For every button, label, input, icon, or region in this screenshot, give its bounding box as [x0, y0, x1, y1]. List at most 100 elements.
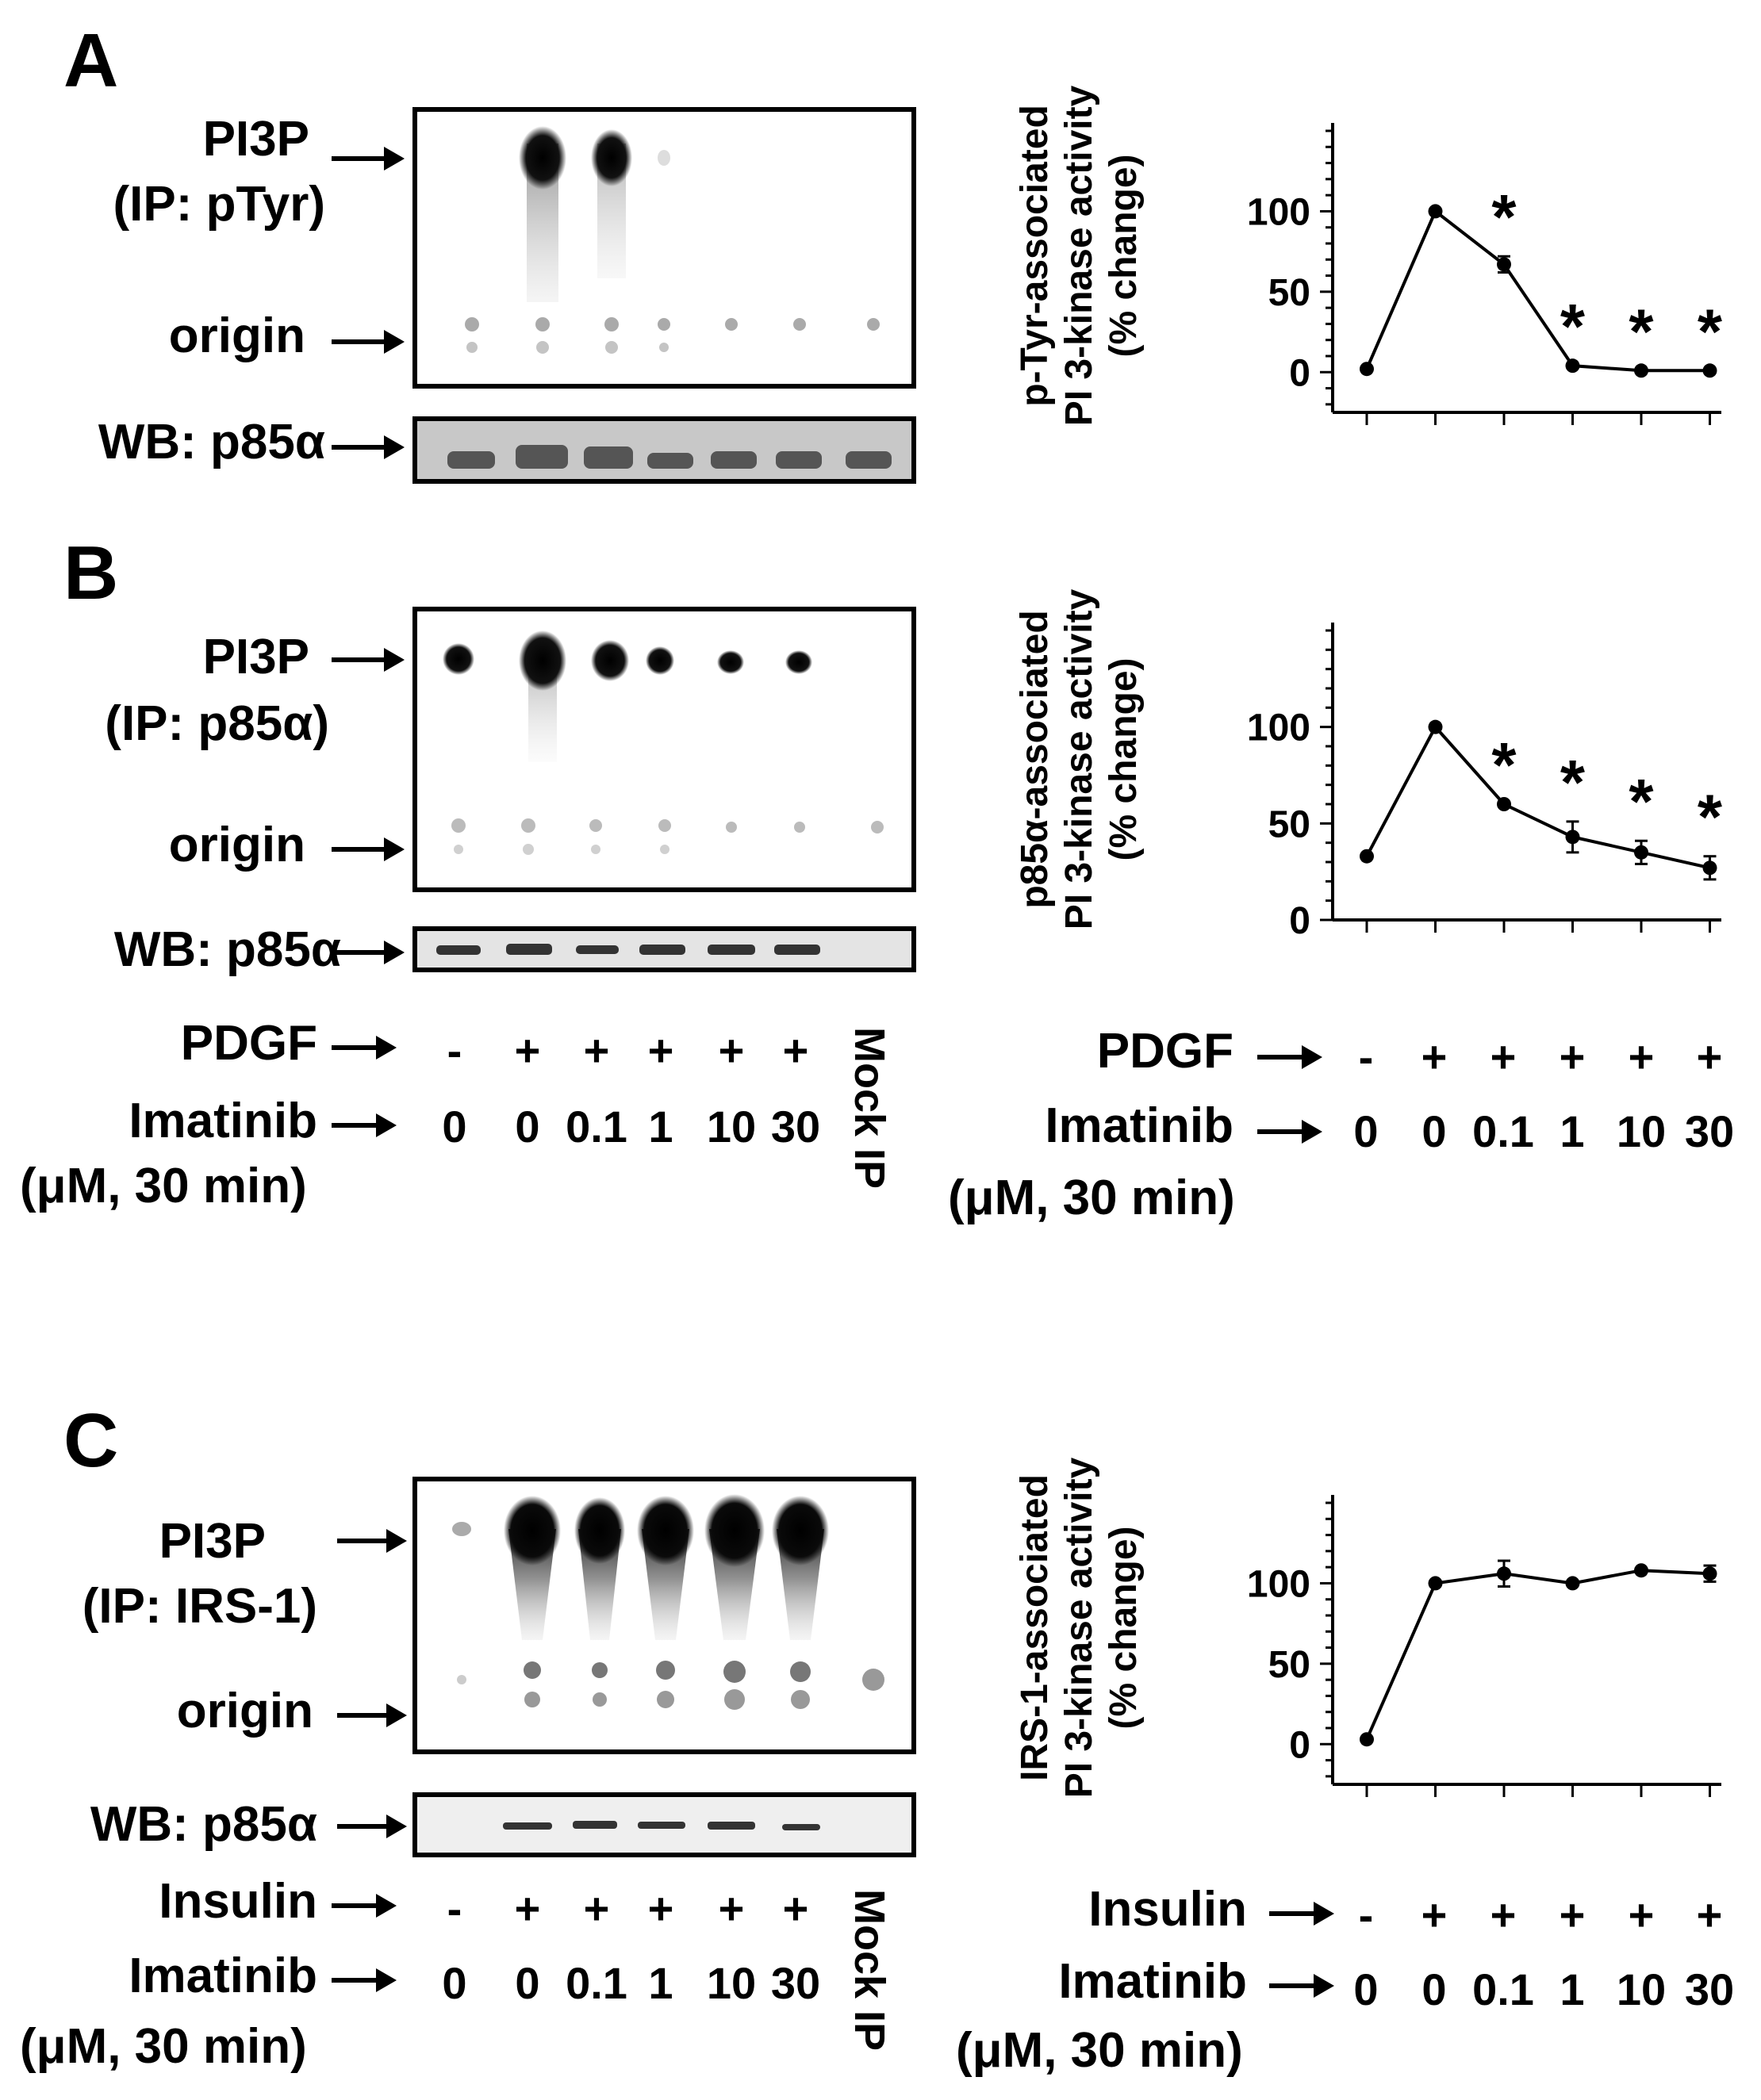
tlc-blot-b: [412, 607, 916, 892]
chart-c: IRS-1-associated PI 3-kinase activity (% c…: [1015, 1457, 1721, 1798]
blot-c-stim-sign-2: +: [583, 1883, 610, 1933]
chart-b: p85α-associated PI 3-kinase activity (% ch…: [1015, 588, 1723, 942]
panel-letter-b: B: [63, 531, 119, 615]
chart-b-dose-1: 0: [1421, 1106, 1447, 1156]
chart-c-ytick-label-100: 100: [1247, 1563, 1310, 1605]
pi3p-arrow-c: [337, 1529, 407, 1553]
chart-a-point-0: [1360, 362, 1374, 377]
imatinib-arrow-b-chart: [1257, 1120, 1322, 1144]
pdgf-label-b-chart: PDGF: [1096, 1024, 1233, 1079]
chart-b-stim-sign-2: +: [1490, 1032, 1517, 1082]
tlc-blot-a-image: [465, 126, 880, 354]
wb-label-a: WB: p85α: [98, 415, 325, 469]
chart-c-stim-sign-4: +: [1628, 1890, 1655, 1940]
chart-a-point-2: [1497, 257, 1511, 272]
chart-a: p-Tyr-associated PI 3-kinase activity (% c…: [1015, 85, 1723, 426]
unit-label-b-chart: (μM, 30 min): [948, 1171, 1235, 1225]
pi3p-label-c: PI3P: [159, 1514, 266, 1569]
chart-b-ylabel-3: (% change): [1103, 657, 1145, 860]
imatinib-label-b-blot: Imatinib: [129, 1094, 317, 1148]
insulin-arrow-c-blot: [332, 1894, 397, 1918]
ip-label-b: (IP: p85α): [105, 696, 329, 751]
blot-b-dose-4: 10: [706, 1102, 757, 1152]
chart-b-stim-sign-5: +: [1696, 1032, 1723, 1082]
chart-a-ylabel-1: p-Tyr-associated: [1015, 105, 1056, 407]
blot-b-dose-5: 30: [770, 1102, 821, 1152]
chart-b-ytick-label-0: 0: [1289, 900, 1310, 942]
chart-c-stim-sign-2: +: [1490, 1890, 1517, 1940]
blot-c-stim-sign-4: +: [718, 1883, 745, 1933]
chart-c-dose-0: 0: [1353, 1964, 1379, 2014]
pdgf-arrow-b-chart: [1257, 1045, 1322, 1069]
blot-c-dose-3: 1: [648, 1958, 673, 2008]
blot-b-stim-sign-0: -: [447, 1025, 462, 1075]
insulin-label-c-chart: Insulin: [1088, 1882, 1247, 1937]
origin-label-c: origin: [176, 1684, 313, 1738]
imatinib-label-c-chart: Imatinib: [1058, 1954, 1247, 2009]
wb-label-b: WB: p85α: [113, 922, 341, 977]
chart-b-series-line: [1365, 724, 1710, 870]
chart-c-point-0: [1360, 1732, 1374, 1747]
chart-c-ylabel-3: (% change): [1103, 1526, 1145, 1729]
chart-c-point-3: [1565, 1576, 1580, 1591]
chart-a-ytick-label-50: 50: [1268, 272, 1310, 314]
blot-c-stim-sign-3: +: [647, 1883, 674, 1933]
chart-b-dose-3: 1: [1560, 1106, 1585, 1156]
chart-b-significance-2: *: [1491, 730, 1517, 800]
chart-b-point-2: [1497, 797, 1511, 811]
blot-b-stim-sign-1: +: [514, 1025, 541, 1075]
chart-c-point-5: [1702, 1566, 1717, 1581]
origin-arrow-b: [332, 837, 405, 861]
chart-c-point-4: [1634, 1563, 1648, 1578]
pdgf-arrow-b-blot: [332, 1036, 397, 1060]
ip-label-a: (IP: pTyr): [113, 177, 326, 232]
wb-label-c: WB: p85α: [90, 1797, 317, 1852]
chart-b-point-3: [1565, 830, 1580, 845]
chart-b-stim-sign-1: +: [1421, 1032, 1448, 1082]
chart-c-dose-2: 0.1: [1472, 1964, 1534, 2014]
panel-letter-a: A: [63, 18, 119, 103]
origin-label-a: origin: [168, 308, 305, 363]
tlc-blot-c-image: [452, 1494, 884, 1710]
chart-c-point-2: [1497, 1566, 1511, 1581]
blot-c-dose-1: 0: [515, 1958, 540, 2008]
chart-b-ytick-label-100: 100: [1247, 707, 1310, 749]
chart-a-ytick-label-0: 0: [1289, 352, 1310, 394]
blot-b-dose-0: 0: [442, 1102, 467, 1152]
western-blot-c-bands: [503, 1821, 820, 1830]
unit-label-c-blot: (μM, 30 min): [20, 2019, 307, 2074]
chart-b-dose-4: 10: [1616, 1106, 1667, 1156]
chart-c-ylabel-1: IRS-1-associated: [1015, 1474, 1056, 1781]
blot-c-stim-sign-5: +: [782, 1883, 809, 1933]
chart-c-ytick-label-50: 50: [1268, 1644, 1310, 1686]
blot-c-dose-2: 0.1: [566, 1958, 627, 2008]
chart-b-stim-sign-0: -: [1358, 1032, 1374, 1082]
wb-arrow-b: [332, 941, 405, 964]
chart-c-dose-3: 1: [1560, 1964, 1585, 2014]
chart-a-point-3: [1565, 358, 1580, 374]
chart-c-dose-1: 0: [1421, 1964, 1447, 2014]
blot-c-stim-sign-0: -: [447, 1883, 462, 1933]
imatinib-arrow-c-blot: [332, 1968, 397, 1992]
blot-b-stim-sign-2: +: [583, 1025, 610, 1075]
wb-arrow-a: [332, 435, 405, 459]
blot-b-stim-sign-3: +: [647, 1025, 674, 1075]
tlc-blot-c: [412, 1477, 916, 1754]
chart-c-dose-5: 30: [1684, 1964, 1735, 2014]
chart-b-stim-sign-3: +: [1559, 1032, 1586, 1082]
chart-a-significance-5: *: [1698, 296, 1723, 366]
origin-label-b: origin: [168, 818, 305, 872]
chart-b-stim-sign-4: +: [1628, 1032, 1655, 1082]
chart-a-significance-4: *: [1629, 296, 1654, 366]
chart-a-point-5: [1702, 363, 1717, 378]
western-blot-b: [412, 926, 916, 972]
western-blot-c: [412, 1792, 916, 1857]
chart-a-significance-2: *: [1491, 182, 1517, 252]
chart-b-significance-3: *: [1560, 747, 1586, 818]
mock-ip-label-c: Mock IP: [846, 1889, 893, 2052]
chart-b-dose-0: 0: [1353, 1106, 1379, 1156]
blot-c-stim-sign-1: +: [514, 1883, 541, 1933]
imatinib-arrow-b-blot: [332, 1113, 397, 1137]
chart-b-ytick-label-50: 50: [1268, 803, 1310, 845]
pi3p-label-a: PI3P: [202, 112, 309, 167]
